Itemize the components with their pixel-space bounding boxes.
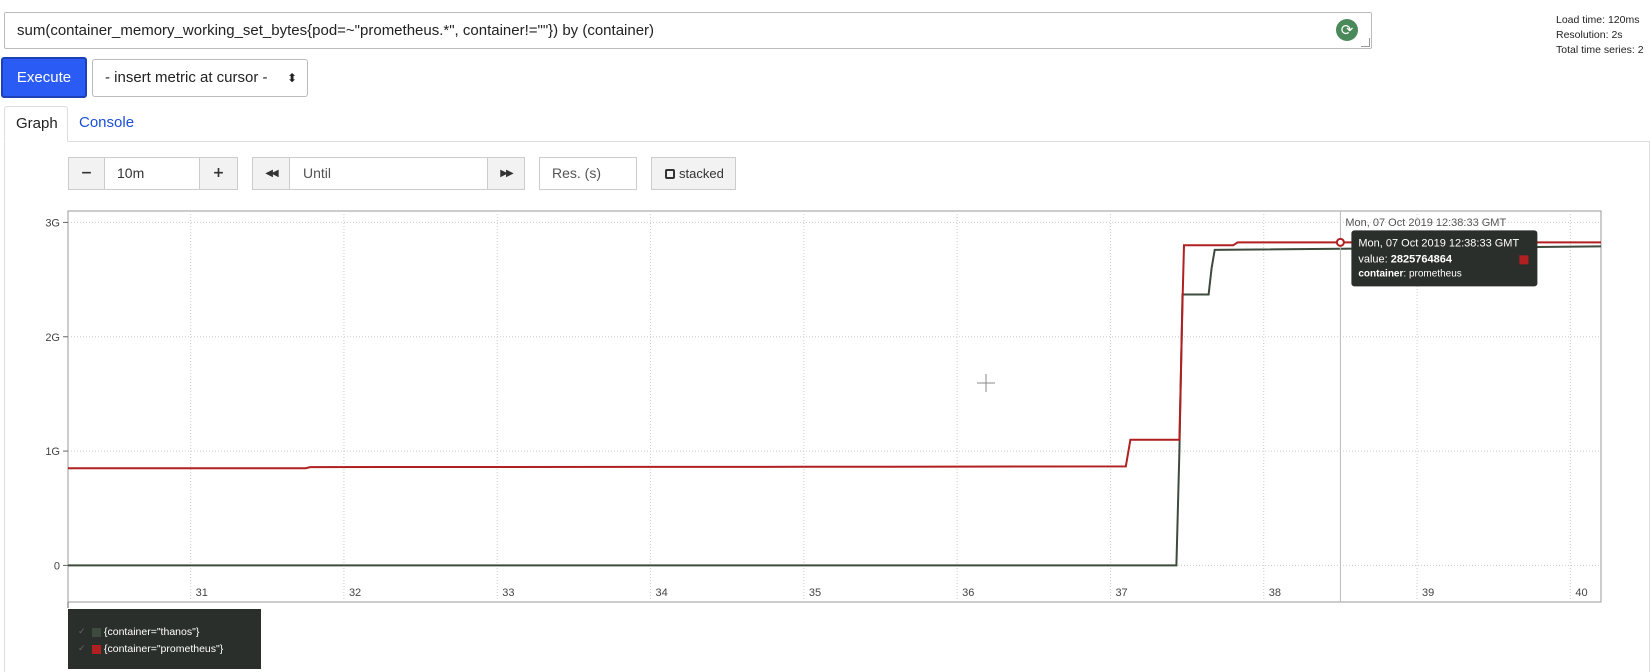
- until-input[interactable]: Until: [289, 157, 488, 190]
- x-tick-label: 38: [1269, 587, 1281, 599]
- resolution-input[interactable]: Res. (s): [539, 157, 637, 190]
- fast-forward-icon[interactable]: ▶▶: [487, 157, 525, 190]
- tab-console[interactable]: Console: [79, 114, 135, 131]
- legend-item-prometheus[interactable]: ✓ {container="prometheus"}: [68, 641, 261, 658]
- x-tick-label: 39: [1422, 587, 1434, 599]
- series-line-thanos: [68, 245, 1602, 567]
- x-tick-label: 35: [809, 587, 821, 599]
- insert-metric-select[interactable]: - insert metric at cursor - ⬍: [92, 59, 308, 97]
- x-tick-label: 31: [196, 587, 208, 599]
- tooltip-label: container: prometheus: [1358, 268, 1461, 279]
- query-stats: Load time: 120ms Resolution: 2s Total ti…: [1556, 13, 1644, 58]
- hover-point: [1335, 237, 1345, 247]
- x-tick-label: 33: [502, 587, 514, 599]
- stacked-toggle[interactable]: stacked: [651, 157, 736, 190]
- resize-handle[interactable]: [1361, 38, 1370, 47]
- resolution-text: Resolution: 2s: [1556, 29, 1623, 41]
- plot-area: [67, 210, 1602, 603]
- expression-input[interactable]: sum(container_memory_working_set_bytes{p…: [4, 12, 1372, 49]
- legend-label-thanos: {container="thanos"}: [104, 626, 200, 638]
- check-icon: ✓: [78, 644, 86, 654]
- rewind-icon[interactable]: ◀◀: [252, 157, 290, 190]
- refresh-icon[interactable]: ⟳: [1336, 19, 1358, 41]
- tooltip-value: value: 2825764864: [1358, 253, 1452, 265]
- chart-legend: ✓ {container="thanos"} ✓ {container="pro…: [68, 609, 261, 669]
- y-tick-label: 3G: [45, 217, 60, 229]
- tab-graph[interactable]: Graph: [4, 106, 68, 142]
- check-icon: ✓: [78, 627, 86, 637]
- range-input[interactable]: 10m: [104, 157, 200, 190]
- y-tick-label: 0: [54, 560, 60, 572]
- x-tick-label: 40: [1575, 587, 1587, 599]
- tooltip-swatch: [1519, 255, 1529, 265]
- legend-item-thanos[interactable]: ✓ {container="thanos"}: [68, 624, 261, 641]
- hover-time-label: Mon, 07 Oct 2019 12:38:33 GMT: [1345, 217, 1506, 229]
- hover-tooltip: [1351, 230, 1538, 287]
- series-line-prometheus: [68, 241, 1601, 470]
- stacked-label: stacked: [679, 166, 724, 181]
- y-tick-label: 1G: [45, 446, 60, 458]
- x-tick-label: 32: [349, 587, 361, 599]
- checkbox-icon: [665, 169, 675, 179]
- select-caret-icon: ⬍: [286, 71, 297, 85]
- x-tick-label: 34: [656, 587, 668, 599]
- load-time-text: Load time: 120ms: [1556, 14, 1640, 26]
- range-increase-button[interactable]: +: [199, 157, 238, 190]
- insert-metric-label: - insert metric at cursor -: [105, 69, 268, 86]
- y-tick-label: 2G: [45, 332, 60, 344]
- total-series-text: Total time series: 2: [1556, 44, 1644, 56]
- x-tick-label: 37: [1115, 587, 1127, 599]
- legend-label-prometheus: {container="prometheus"}: [104, 643, 224, 655]
- legend-swatch-prometheus: [92, 645, 101, 654]
- legend-swatch-thanos: [92, 628, 101, 637]
- execute-button[interactable]: Execute: [1, 57, 87, 98]
- tooltip-title: Mon, 07 Oct 2019 12:38:33 GMT: [1358, 237, 1519, 249]
- x-tick-label: 36: [962, 587, 974, 599]
